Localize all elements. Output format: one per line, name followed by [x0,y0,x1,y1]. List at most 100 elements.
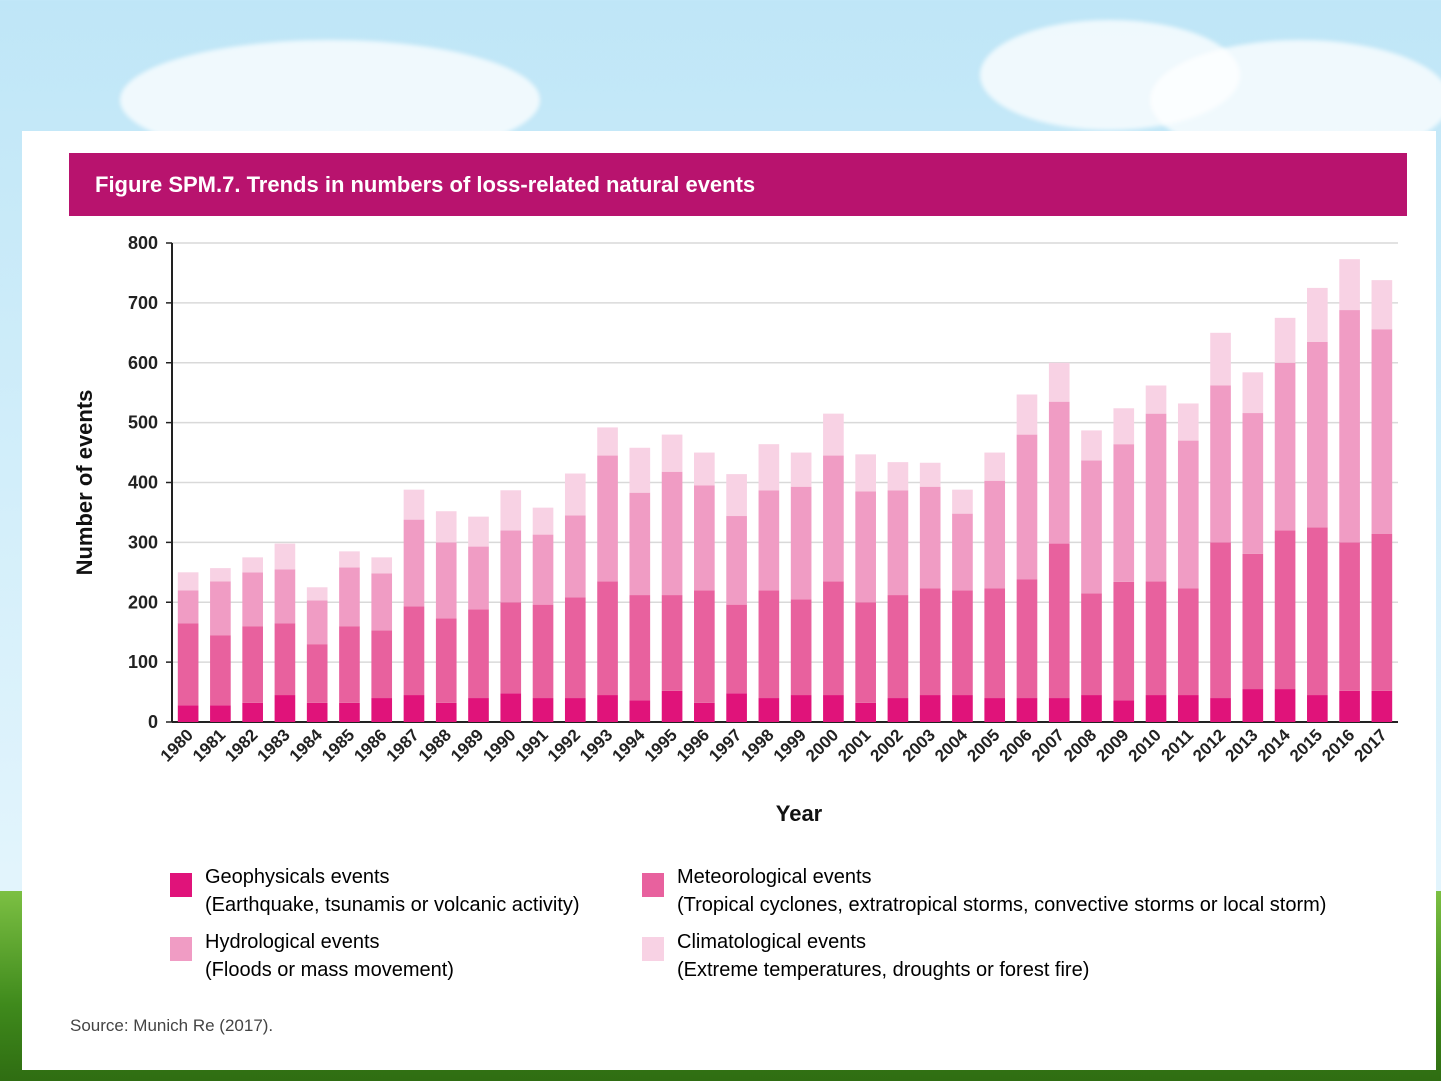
legend-sublabel-geophysical: (Earthquake, tsunamis or volcanic activi… [205,894,580,916]
bar-segment-hydrological [210,581,231,636]
bar-segment-geophysical [306,702,328,722]
bar-segment-climatological [1371,280,1393,330]
bar-segment-geophysical [1274,689,1296,722]
bar-segment-geophysical [1371,690,1393,722]
bar-segment-climatological [758,444,780,491]
bar-segment-climatological [1145,385,1167,414]
x-tick-label: 2013 [1221,725,1261,765]
bar-segment-climatological [1307,287,1328,342]
x-tick-label: 2015 [1286,725,1326,765]
bar-segment-climatological [629,447,651,493]
bar-segment-geophysical [468,698,489,722]
y-tick-label: 700 [128,293,158,313]
bar-segment-geophysical [242,702,263,722]
x-tick-label: 1989 [447,725,487,765]
bar-segment-climatological [919,462,941,487]
bar-segment-hydrological [1210,385,1231,543]
bar-segment-hydrological [371,573,393,631]
bar-segment-climatological [790,452,812,487]
x-tick-label: 2009 [1092,725,1132,765]
figure-card: Figure SPM.7. Trends in numbers of loss-… [22,131,1436,1070]
bar-segment-meteorological [403,606,425,696]
x-tick-label: 2008 [1060,725,1100,765]
bar-segment-climatological [532,507,554,535]
bar-segment-climatological [1081,430,1102,461]
bar-segment-geophysical [919,695,941,722]
bar-segment-hydrological [1048,401,1070,544]
bar-segment-hydrological [823,455,844,582]
y-tick-label: 800 [128,233,158,253]
bar-segment-meteorological [532,604,554,699]
bar-segment-geophysical [887,698,909,722]
x-tick-label: 1992 [544,725,584,765]
y-tick-label: 300 [128,532,158,552]
legend-swatch-geophysical [170,873,192,897]
bar-segment-meteorological [371,630,393,699]
x-tick-label: 2004 [931,725,972,766]
y-tick-label: 0 [148,712,158,732]
stacked-bar-chart: 0100200300400500600700800198019811982198… [72,233,1398,826]
bar-segment-hydrological [1113,444,1135,582]
bar-segment-hydrological [532,534,554,605]
bar-segment-meteorological [887,595,909,699]
bar-segment-hydrological [661,471,683,596]
bar-segment-geophysical [952,695,973,722]
bar-segment-climatological [1016,394,1038,435]
bar-segment-meteorological [468,609,489,699]
bar-segment-climatological [468,516,489,547]
bar-segment-hydrological [339,567,360,627]
x-tick-label: 2001 [834,725,874,765]
legend-sublabel-climatological: (Extreme temperatures, droughts or fores… [677,959,1090,981]
x-tick-label: 1990 [479,725,519,765]
x-axis-label: Year [776,801,823,826]
bar-segment-meteorological [758,590,780,699]
bar-segment-hydrological [1307,341,1328,528]
bar-segment-meteorological [564,597,586,699]
bar-segment-hydrological [468,546,489,610]
bar-segment-hydrological [1339,310,1360,543]
bar-segment-climatological [177,572,199,591]
bar-segment-hydrological [1274,362,1296,531]
x-tick-label: 1984 [286,725,327,766]
bar-segment-geophysical [726,693,747,722]
bar-segment-hydrological [242,572,263,627]
bar-segment-geophysical [790,695,812,722]
bar-segment-meteorological [597,581,618,696]
bar-segment-geophysical [597,695,618,722]
x-tick-label: 2000 [802,725,842,765]
bar-segment-geophysical [339,702,360,722]
x-tick-label: 2010 [1125,725,1165,765]
bar-segment-geophysical [435,702,457,722]
x-tick-label: 2011 [1158,725,1198,765]
bar-segment-hydrological [177,590,199,624]
bar-segment-hydrological [726,516,747,605]
bar-segment-climatological [1210,332,1231,386]
x-tick-label: 1985 [318,725,358,765]
bar-segment-meteorological [1307,527,1328,696]
y-tick-label: 200 [128,592,158,612]
x-tick-label: 1994 [608,725,649,766]
bar-segment-meteorological [726,604,747,694]
bar-segment-hydrological [952,513,973,591]
y-tick-label: 400 [128,473,158,493]
bar-segment-geophysical [1145,695,1167,722]
bar-segment-hydrological [1016,434,1038,580]
legend-sublabel-hydrological: (Floods or mass movement) [205,959,454,981]
bar-segment-climatological [694,452,715,486]
bar-segment-climatological [1177,403,1199,441]
bar-segment-meteorological [661,595,683,691]
bar-segment-climatological [435,511,457,543]
legend-label-geophysical: Geophysicals events [205,866,390,888]
bar-segment-meteorological [274,623,296,696]
bar-segment-meteorological [1145,581,1167,696]
bar-segment-hydrological [758,490,780,591]
bar-segment-hydrological [919,486,941,589]
legend-swatch-meteorological [642,873,664,897]
bar-segment-climatological [339,551,360,568]
bar-segment-climatological [726,474,747,517]
x-tick-label: 2006 [996,725,1036,765]
x-tick-label: 1996 [673,725,713,765]
bar-segment-meteorological [210,635,231,706]
bar-segment-geophysical [1016,698,1038,722]
bar-segment-climatological [597,427,618,456]
